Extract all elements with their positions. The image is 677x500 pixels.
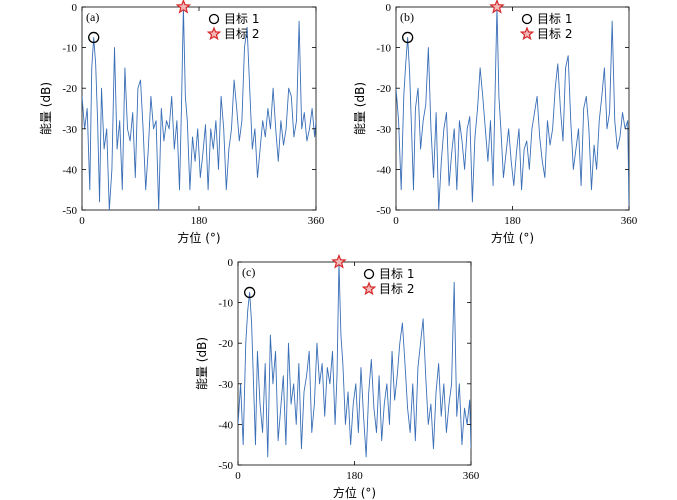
target-1-marker [401, 31, 414, 44]
target-2-marker [489, 0, 505, 14]
y-tick-label: 0 [386, 2, 392, 14]
y-tick-label: -50 [218, 460, 233, 472]
legend: 目标 1目标 2 [519, 12, 572, 41]
legend-star-icon [519, 26, 535, 41]
y-tick-label: -50 [62, 205, 77, 217]
panel-label: (c) [242, 265, 255, 279]
y-tick-label: -20 [218, 338, 233, 350]
y-tick-label: -40 [218, 419, 233, 431]
x-tick-label: 180 [346, 470, 363, 482]
legend-entry: 目标 2 [537, 27, 572, 41]
x-tick-label: 0 [235, 470, 241, 482]
series-line [82, 7, 316, 210]
target-2-marker [331, 253, 347, 269]
x-axis-label: 方位 (°) [177, 230, 220, 245]
panel-label: (b) [400, 10, 414, 24]
y-tick-label: -50 [376, 205, 391, 217]
x-tick-label: 0 [393, 215, 399, 227]
legend-entry: 目标 2 [224, 27, 259, 41]
legend-circle-icon [208, 13, 220, 25]
y-tick-label: 0 [72, 2, 78, 14]
x-tick-label: 0 [79, 215, 85, 227]
legend: 目标 1目标 2 [361, 267, 414, 296]
x-axis-label: 方位 (°) [491, 230, 534, 245]
y-tick-label: -20 [62, 83, 77, 95]
series-line [238, 262, 471, 458]
legend-entry: 目标 1 [224, 12, 259, 26]
x-tick-label: 360 [308, 215, 325, 227]
y-tick-label: -30 [376, 124, 391, 136]
y-tick-label: -30 [218, 379, 233, 391]
legend-star-icon [206, 26, 222, 41]
panel-label: (a) [86, 10, 99, 24]
x-tick-label: 360 [621, 215, 638, 227]
legend-star-icon [361, 281, 377, 296]
y-tick-label: -10 [376, 43, 391, 55]
legend: 目标 1目标 2 [206, 12, 259, 41]
y-tick-label: -40 [376, 164, 391, 176]
plot-frame [237, 261, 472, 466]
legend-circle-icon [363, 268, 375, 280]
y-tick-label: -30 [62, 124, 77, 136]
y-axis-label: 能量 (dB) [353, 82, 367, 135]
x-axis-label: 方位 (°) [333, 485, 376, 500]
y-tick-label: -20 [376, 83, 391, 95]
plot-frame [81, 6, 317, 211]
legend-entry: 目标 1 [537, 12, 572, 26]
y-tick-label: -10 [62, 43, 77, 55]
target-1-marker [243, 286, 256, 299]
target-1-marker [88, 31, 100, 44]
legend-entry: 目标 1 [379, 267, 414, 281]
y-tick-label: -10 [218, 298, 233, 310]
legend-circle-icon [521, 13, 533, 25]
target-2-marker [175, 0, 192, 14]
plot-frame [395, 6, 630, 211]
x-tick-label: 180 [191, 215, 208, 227]
y-axis-label: 能量 (dB) [195, 337, 209, 390]
x-tick-label: 360 [463, 470, 480, 482]
y-tick-label: -40 [62, 164, 77, 176]
y-axis-label: 能量 (dB) [39, 82, 53, 135]
series-line [396, 7, 629, 210]
y-tick-label: 0 [228, 257, 234, 269]
legend-entry: 目标 2 [379, 282, 414, 296]
x-tick-label: 180 [504, 215, 521, 227]
